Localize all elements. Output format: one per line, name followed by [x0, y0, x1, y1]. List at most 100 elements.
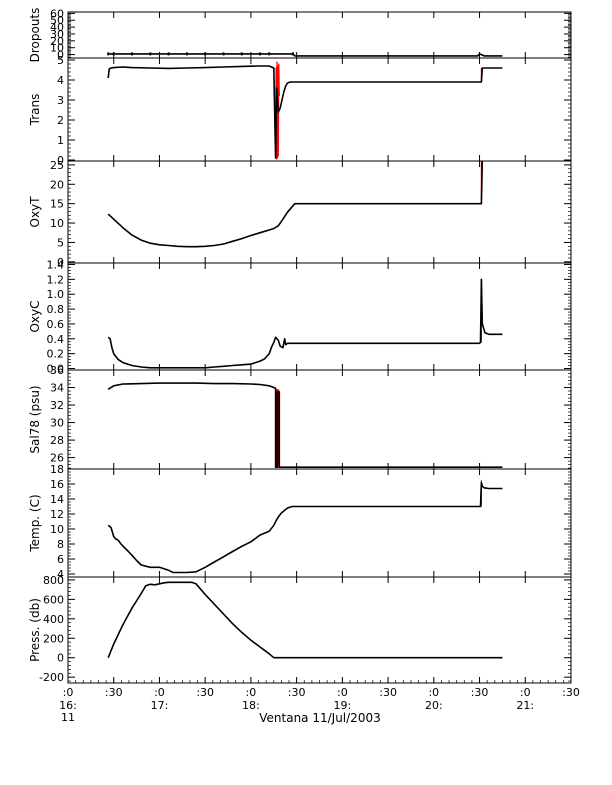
y-tick-label: 0 — [57, 49, 64, 62]
x-tick-label: :0 — [428, 686, 439, 699]
y-axis-label: Dropouts — [28, 8, 42, 63]
y-tick-label: 40 — [50, 21, 64, 34]
y-tick-label: 16 — [50, 478, 64, 491]
data-series-line — [107, 581, 503, 659]
panel-2: 0 1 2 3 4 5 Trans — [28, 54, 572, 167]
x-tick-label: :30 — [562, 686, 580, 699]
data-series-line — [107, 382, 503, 469]
x-tick-label: :0 — [246, 686, 257, 699]
x-tick-label: :30 — [105, 686, 123, 699]
panel-data — [107, 480, 503, 574]
y-axis-label: OxyT — [28, 196, 42, 228]
data-point — [222, 52, 225, 56]
panel-5: 26 28 30 32 34 36 Sal78 (psu) — [28, 364, 572, 470]
y-tick-label: 26 — [50, 452, 64, 465]
y-tick-label: 4 — [57, 568, 64, 581]
x-tick-label: :0 — [63, 686, 74, 699]
y-tick-label: 14 — [50, 493, 64, 506]
panel-4: 0.0 0.2 0.4 0.6 0.8 1.0 1.2 1.4 OxyC — [28, 258, 572, 376]
panel-frame — [67, 262, 572, 371]
panel-frame — [67, 576, 572, 684]
x-hour-label: 20: — [425, 699, 443, 712]
y-tick-label: 10 — [50, 523, 64, 536]
y-tick-label: 5 — [57, 236, 64, 249]
data-series-line — [107, 278, 503, 369]
y-tick-label: 18 — [50, 463, 64, 476]
y-tick-label: 6 — [57, 553, 64, 566]
data-series-line — [108, 53, 503, 57]
y-tick-label: 10 — [50, 217, 64, 230]
panel-3: 0 5 10 15 20 25 OxyT — [28, 159, 572, 269]
data-point — [268, 52, 271, 56]
y-tick-label: 5 — [57, 54, 64, 67]
y-axis-label: Temp. (C) — [28, 494, 42, 552]
x-hour-label: 19: — [334, 699, 352, 712]
x-tick-label: :0 — [154, 686, 165, 699]
data-point — [107, 52, 110, 56]
x-tick-label: :30 — [196, 686, 214, 699]
y-tick-label: 34 — [50, 382, 64, 395]
y-tick-label: 600 — [43, 593, 64, 606]
y-tick-label: 20 — [50, 178, 64, 191]
y-tick-label: 400 — [43, 613, 64, 626]
y-tick-label: 0.2 — [47, 348, 65, 361]
y-tick-label: 800 — [43, 574, 64, 587]
y-tick-label: 0.4 — [47, 333, 65, 346]
y-tick-label: 0.0 — [47, 363, 65, 376]
y-tick-label: 8 — [57, 538, 64, 551]
data-point — [131, 52, 134, 56]
y-tick-label: 36 — [50, 364, 64, 377]
y-tick-label: 3 — [57, 94, 64, 107]
panel-frame — [67, 57, 572, 162]
data-point — [259, 52, 262, 56]
panel-data — [107, 278, 503, 369]
y-axis-label: Sal78 (psu) — [28, 385, 42, 453]
data-series-line — [107, 65, 503, 159]
y-axis-label: OxyC — [28, 300, 42, 332]
y-tick-label: 32 — [50, 399, 64, 412]
y-tick-label: 0.6 — [47, 318, 65, 331]
data-point — [149, 52, 152, 56]
panel-data — [107, 581, 503, 659]
y-tick-label: 1.2 — [47, 273, 65, 286]
x-tick-label: :0 — [337, 686, 348, 699]
y-tick-label: 50 — [50, 14, 64, 27]
y-tick-label: 0 — [57, 154, 64, 167]
y-tick-label: 60 — [50, 7, 64, 20]
x-tick-label: :0 — [520, 686, 531, 699]
data-point — [185, 52, 188, 56]
data-point — [240, 52, 243, 56]
panel-6: 4 6 8 10 12 14 16 18 Temp. (C) — [28, 463, 572, 581]
y-tick-label: 1.0 — [47, 288, 65, 301]
x-tick-label: :30 — [471, 686, 489, 699]
x-tick-label: :30 — [379, 686, 397, 699]
y-tick-label: 10 — [50, 42, 64, 55]
panel-frame — [67, 369, 572, 470]
y-tick-label: 200 — [43, 632, 64, 645]
y-tick-label: 30 — [50, 417, 64, 430]
y-tick-label: 2 — [57, 114, 64, 127]
y-tick-label: 4 — [57, 74, 64, 87]
y-tick-label: 20 — [50, 35, 64, 48]
panel-data — [107, 52, 503, 57]
x-hour-label: 18: — [242, 699, 260, 712]
y-tick-label: 0.8 — [47, 303, 65, 316]
y-tick-label: 0 — [57, 256, 64, 269]
y-tick-label: 25 — [50, 159, 64, 172]
panel-frame — [67, 160, 572, 264]
x-axis-label: Ventana 11/Jul/2003 — [259, 711, 380, 725]
data-point — [291, 52, 294, 56]
panel-data — [107, 61, 503, 160]
x-tick-label: :30 — [288, 686, 306, 699]
x-day-label: 11 — [61, 711, 75, 724]
y-tick-label: 0 — [57, 652, 64, 665]
y-tick-label: 1 — [57, 134, 64, 147]
x-hour-label: 17: — [151, 699, 169, 712]
panel-data — [107, 161, 484, 248]
data-series-line — [107, 481, 503, 574]
y-tick-label: 28 — [50, 434, 64, 447]
y-tick-label: 1.4 — [47, 258, 65, 271]
panel-data — [107, 382, 503, 469]
